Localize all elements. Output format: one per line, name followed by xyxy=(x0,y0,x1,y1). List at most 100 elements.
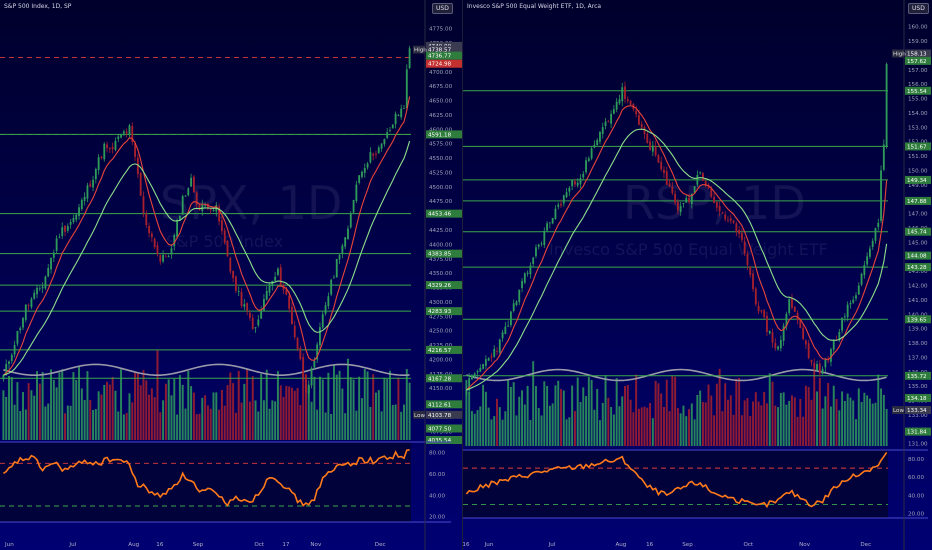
volume-bar xyxy=(125,412,128,440)
rsp-chart-svg[interactable]: 160.00159.00158.00157.00156.00155.00154.… xyxy=(463,0,932,550)
volume-bar xyxy=(476,410,479,446)
price-tag xyxy=(905,371,931,380)
candle-body xyxy=(509,311,512,326)
candle-body xyxy=(16,330,19,344)
candle-body xyxy=(291,306,293,325)
volume-bar xyxy=(307,386,310,440)
price-tag-side-label: High xyxy=(414,48,427,54)
candle-body xyxy=(482,364,485,369)
candle-body xyxy=(715,201,718,208)
volume-bar xyxy=(383,377,386,440)
volume-bar xyxy=(167,379,170,440)
candle-body xyxy=(649,141,651,150)
volume-bar xyxy=(293,390,296,440)
volume-bar xyxy=(562,390,565,446)
volume-bar xyxy=(229,372,232,440)
volume-bar xyxy=(209,408,212,440)
rsp-chart-pane[interactable]: RSP, 1D Invesco S&P 500 Equal Weight ETF… xyxy=(463,0,932,550)
volume-bar xyxy=(344,413,347,440)
volume-bar xyxy=(10,377,13,440)
candle-body xyxy=(599,131,601,142)
volume-bar xyxy=(134,373,137,440)
candle-body xyxy=(818,363,821,374)
price-tag-side-label: Low xyxy=(893,408,904,414)
candle-body xyxy=(2,375,5,380)
volume-bar xyxy=(868,398,871,446)
candle-body xyxy=(162,254,165,262)
candle-body xyxy=(61,227,64,236)
volume-bar xyxy=(97,391,100,440)
candle-body xyxy=(512,303,515,312)
candle-body xyxy=(576,182,579,186)
candle-body xyxy=(10,354,13,361)
volume-bar xyxy=(651,418,654,446)
price-axis-tick: 4525.00 xyxy=(429,170,453,176)
volume-bar xyxy=(704,402,707,446)
volume-bar xyxy=(246,369,249,440)
price-axis-tick: 157.00 xyxy=(908,68,928,74)
volume-bar xyxy=(740,415,743,446)
volume-bar xyxy=(363,368,366,440)
price-axis-tick: 4350.00 xyxy=(429,271,453,277)
candle-body xyxy=(391,124,394,129)
candle-body xyxy=(507,325,510,327)
volume-bar xyxy=(285,385,288,440)
candle-body xyxy=(532,257,535,264)
candle-body xyxy=(153,238,156,248)
volume-bar xyxy=(813,369,816,446)
volume-bar xyxy=(754,392,757,446)
candle-body xyxy=(66,226,69,231)
price-tag xyxy=(905,196,931,205)
volume-bar xyxy=(768,373,771,446)
volume-bar xyxy=(41,371,44,440)
price-axis-tick: 150.00 xyxy=(908,168,928,174)
time-axis-tick: 16 xyxy=(156,542,164,548)
volume-bar xyxy=(490,419,493,446)
price-axis-tick: 4625.00 xyxy=(429,113,453,119)
candle-body xyxy=(585,160,587,173)
candle-body xyxy=(64,225,66,232)
volume-bar xyxy=(262,400,265,440)
candle-body xyxy=(496,351,498,352)
candle-body xyxy=(490,356,493,358)
candle-body xyxy=(92,179,94,188)
candle-body xyxy=(117,136,120,140)
volume-bar xyxy=(699,390,702,446)
time-axis-tick: Jun xyxy=(484,542,494,548)
candle-body xyxy=(732,220,735,223)
volume-bar xyxy=(827,382,830,446)
candle-body xyxy=(740,232,743,240)
candle-body xyxy=(248,312,251,318)
volume-bar xyxy=(8,376,10,440)
volume-bar xyxy=(866,395,869,446)
candle-body xyxy=(44,276,47,289)
volume-bar xyxy=(318,376,321,440)
volume-bar xyxy=(19,411,22,440)
volume-bar xyxy=(360,398,363,440)
spx-currency-badge[interactable]: USD xyxy=(432,3,453,14)
price-tag-label: 145.74 xyxy=(907,230,927,236)
rsi-axis-tick: 80.00 xyxy=(908,457,924,463)
price-tag xyxy=(426,345,462,354)
candle-body xyxy=(36,287,38,295)
price-axis-tick: 153.00 xyxy=(908,125,928,131)
spx-chart-svg[interactable]: 4775.004750.004725.004700.004675.004650.… xyxy=(0,0,462,550)
time-axis-tick: Jun xyxy=(4,542,14,548)
spx-chart-pane[interactable]: SPX, 1D S&P 500 Index 4775.004750.004725… xyxy=(0,0,463,550)
candle-body xyxy=(827,360,830,362)
candle-body xyxy=(810,359,813,363)
rsp-currency-badge[interactable]: USD xyxy=(908,3,929,14)
candle-body xyxy=(710,187,713,197)
candle-body xyxy=(704,181,707,187)
rsp-chart-title: Invesco S&P 500 Equal Weight ETF, 1D, Ar… xyxy=(467,3,602,10)
volume-bar xyxy=(106,381,109,440)
candle-body xyxy=(142,196,145,214)
candle-body xyxy=(229,257,232,272)
candle-body xyxy=(685,197,688,203)
volume-bar xyxy=(626,384,629,446)
rsi-line xyxy=(2,449,410,507)
candle-body xyxy=(813,362,816,369)
candle-body xyxy=(403,107,405,109)
volume-bar xyxy=(810,399,813,446)
candle-body xyxy=(546,223,549,231)
